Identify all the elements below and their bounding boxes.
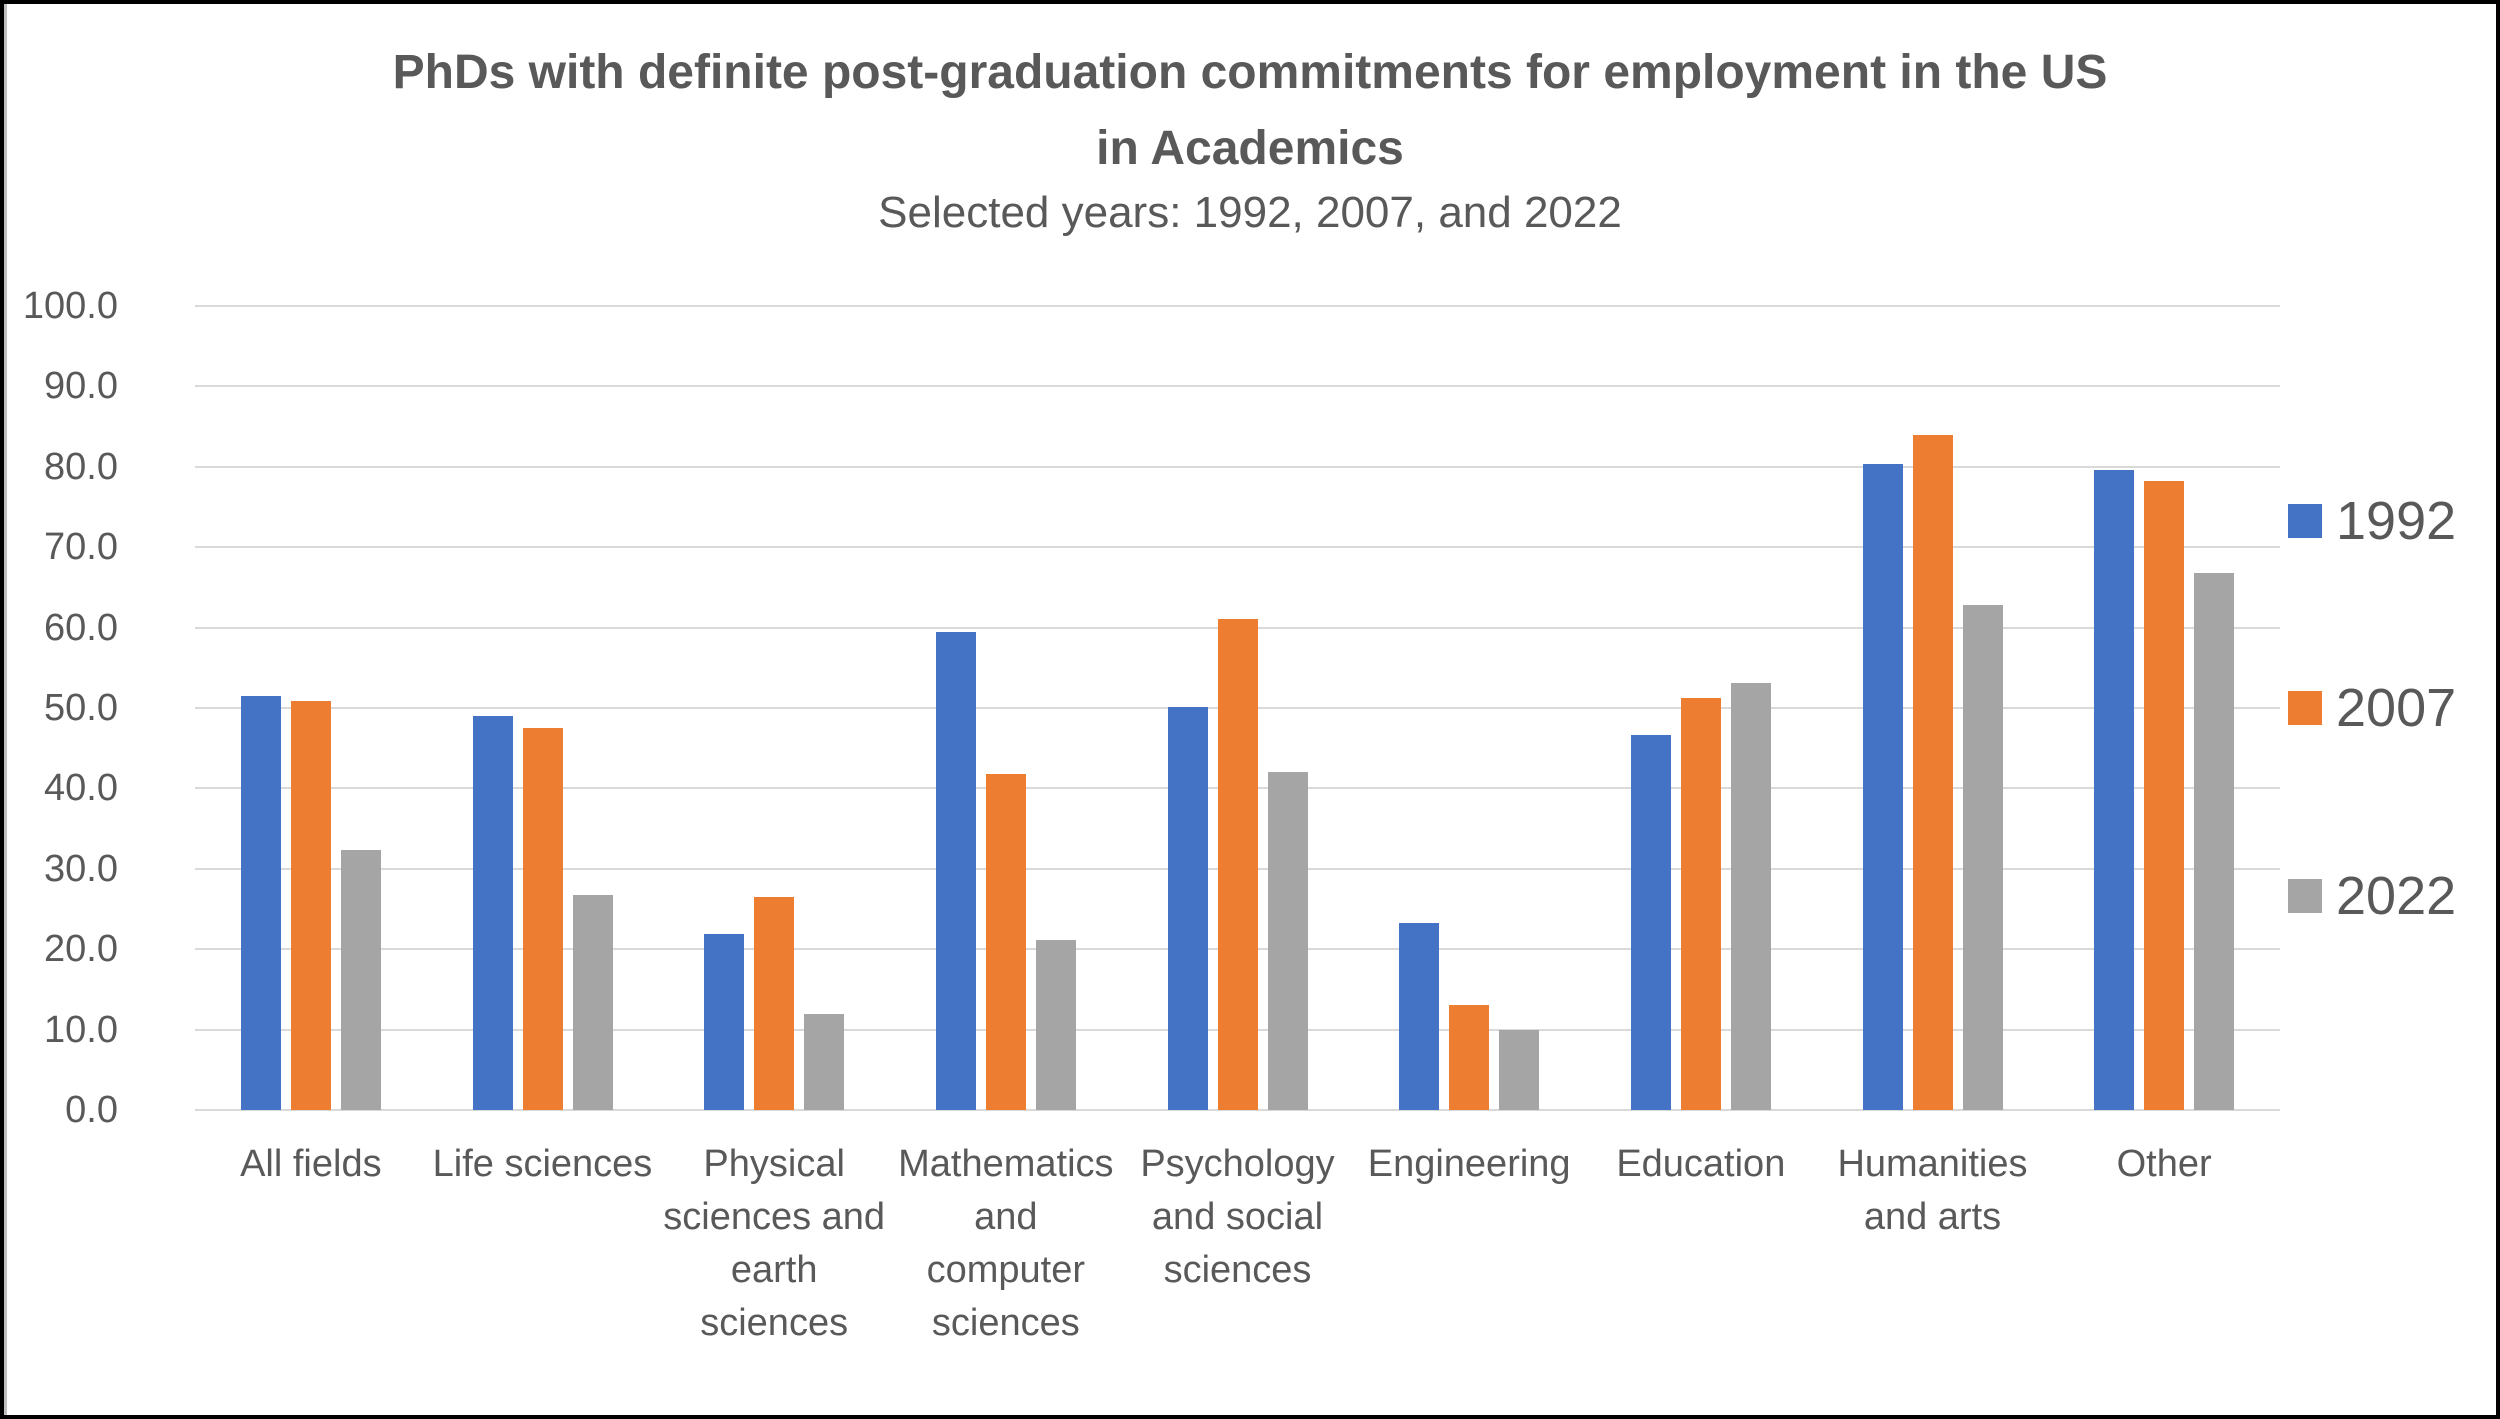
x-category-label: Engineering [1367,1143,1571,1185]
y-tick-label: 60.0 [44,606,118,649]
y-tick-label: 70.0 [44,526,118,569]
y-tick-label: 50.0 [44,687,118,729]
bar-2007 [290,700,331,1110]
bar-1992 [1167,707,1208,1110]
chart-title-line-2: in Academics [1096,122,1404,175]
x-category-label: All fields [240,1143,382,1185]
chart-subtitle: Selected years: 1992, 2007, and 2022 [878,188,1622,237]
bar-1992 [240,695,281,1110]
bar-2007 [2144,481,2185,1110]
bar-1992 [2094,470,2135,1110]
x-category-label: Life sciences [432,1143,653,1185]
bar-2022 [1499,1029,1540,1110]
x-category-label: Mathematics and computer sciences [898,1143,1114,1344]
legend-label: 2022 [2336,866,2457,926]
y-tick-label: 10.0 [44,1008,118,1051]
bar-1992 [1630,735,1671,1110]
legend-swatch [2288,879,2322,913]
bar-2007 [1680,697,1721,1110]
bar-2022 [1962,605,2003,1110]
bar-2007 [1449,1004,1490,1110]
y-tick-label: 100.0 [22,285,118,327]
plot-area [195,305,2280,1111]
legend-label: 1992 [2336,491,2457,551]
x-category-label: Physical sciences and earth sciences [663,1143,886,1344]
bar-2022 [804,1014,845,1110]
y-tick-label: 90.0 [44,365,118,408]
bar-1992 [472,716,513,1110]
bar-2022 [1730,683,1771,1110]
y-tick-label: 0.0 [65,1089,118,1131]
bar-2007 [1217,618,1258,1110]
bar-2022 [1267,772,1308,1110]
y-tick-label: 40.0 [44,767,118,810]
gridline [195,385,2280,388]
gridline [195,1109,2280,1111]
chart-title-line-1: PhDs with definite post-graduation commi… [392,46,2108,99]
y-tick-label: 80.0 [44,445,118,488]
legend-swatch [2288,504,2322,538]
y-tick-label: 30.0 [44,847,118,890]
gridline [195,305,2280,307]
bar-1992 [935,632,976,1110]
bar-2007 [754,896,795,1110]
x-category-label: Humanities and arts [1837,1143,2028,1238]
bar-1992 [704,933,745,1110]
x-category-label: Psychology and social sciences [1140,1143,1335,1291]
bar-2022 [1035,939,1076,1110]
bar-2022 [572,895,613,1110]
bar-1992 [1399,923,1440,1110]
gridline [195,546,2280,549]
bar-2007 [985,773,1026,1110]
legend-label: 2007 [2336,678,2457,738]
x-category-label: Education [1616,1143,1786,1185]
x-category-label: Other [2116,1143,2212,1185]
legend-item-2022: 2022 [2288,865,2456,927]
legend-item-2007: 2007 [2288,677,2456,739]
bar-2007 [522,728,563,1110]
legend-item-1992: 1992 [2288,490,2456,552]
bar-2007 [1912,434,1953,1110]
bar-2022 [2194,572,2235,1110]
bar-1992 [1862,463,1903,1110]
bar-2022 [340,850,381,1110]
legend-swatch [2288,691,2322,725]
y-tick-label: 20.0 [44,928,118,971]
gridline [195,465,2280,468]
